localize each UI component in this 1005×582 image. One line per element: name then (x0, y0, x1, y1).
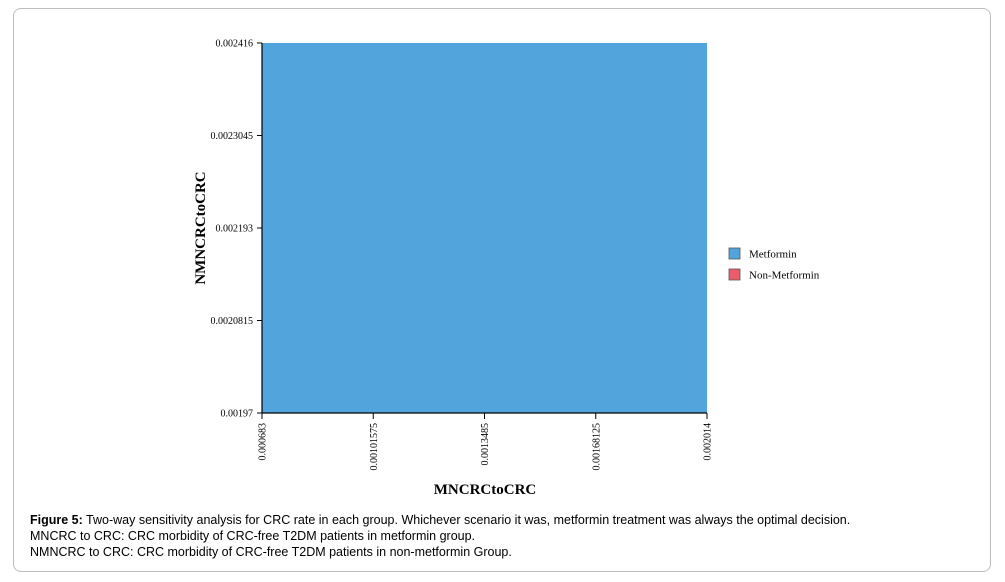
legend: Metformin Non-Metformin (728, 247, 820, 282)
legend-label-metformin: Metformin (749, 249, 797, 261)
y-tick-label: 0.0020815 (211, 316, 254, 327)
x-tick-label: 0.00168125 (591, 423, 602, 471)
region-metformin (262, 43, 707, 413)
x-ticks: 0.000683 0.00101575 0.0013485 0.00168125 0.0… (258, 413, 714, 471)
x-axis-title: MNCRCtoCRC (434, 482, 536, 498)
caption-line-2: MNCRC to CRC: CRC morbidity of CRC-free … (30, 529, 476, 543)
caption-text: Two-way sensitivity analysis for CRC rat… (82, 513, 851, 527)
x-tick-label: 0.000683 (258, 423, 269, 461)
legend-label-non-metformin: Non-Metformin (749, 270, 820, 282)
legend-swatch-metformin (728, 247, 741, 260)
x-tick-label: 0.00101575 (369, 423, 380, 471)
figure-caption: Figure 5: Two-way sensitivity analysis f… (30, 512, 980, 560)
y-tick-label: 0.002193 (216, 224, 254, 235)
legend-swatch-non-metformin (728, 268, 741, 281)
x-tick-label: 0.002014 (703, 423, 714, 461)
x-tick-label: 0.0013485 (480, 423, 491, 466)
caption-line-3: NMNCRC to CRC: CRC morbidity of CRC-free… (30, 545, 512, 559)
y-axis-title: NMNCRCtoCRC (193, 171, 209, 284)
y-tick-label: 0.00197 (221, 409, 254, 420)
caption-line-1: Figure 5: Two-way sensitivity analysis f… (30, 512, 980, 528)
y-ticks: 0.00197 0.0020815 0.002193 0.0023045 0.00241… (211, 39, 262, 420)
plot-area (262, 43, 707, 413)
y-tick-label: 0.0023045 (211, 131, 254, 142)
y-tick-label: 0.002416 (216, 39, 254, 50)
caption-label: Figure 5: (30, 513, 83, 527)
